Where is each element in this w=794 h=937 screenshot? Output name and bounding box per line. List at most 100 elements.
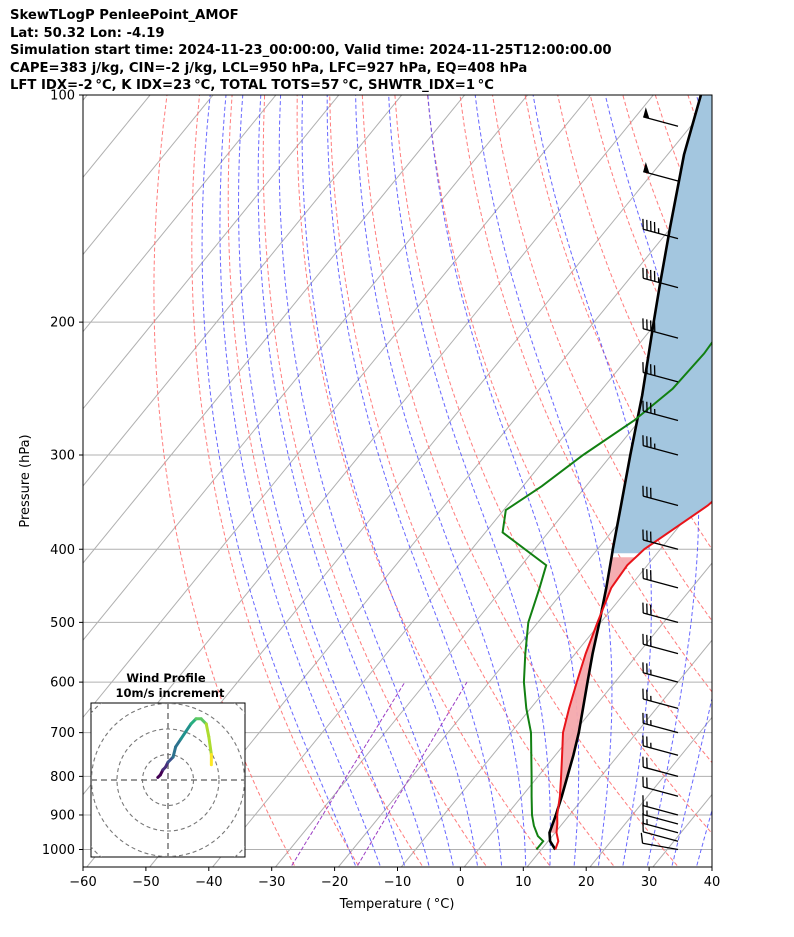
dry-adiabat [262, 95, 487, 866]
chart-axes: −60 −50 −40 −30 −20 −10 0 10 20 30 40 100 200 300 400 5… [42, 89, 720, 891]
x-tick-label: −30 [258, 875, 285, 890]
dry-adiabat [191, 95, 359, 866]
y-tick-label: 200 [50, 316, 75, 331]
dry-adiabat [720, 95, 794, 866]
moist-adiabat [219, 95, 381, 866]
y-tick-label: 400 [50, 543, 75, 558]
plot-grid [83, 60, 794, 867]
wind-barb [642, 602, 679, 624]
y-tick-label: 700 [50, 726, 75, 741]
stability-indices: LFT IDX=-2 °C, K IDX=23 °C, TOTAL TOTS=5… [10, 78, 494, 94]
hodograph-trace [184, 722, 193, 734]
hodograph-trace [174, 737, 183, 749]
dry-adiabat [153, 95, 295, 866]
moist-adiabat [388, 95, 551, 866]
dry-adiabat [786, 95, 794, 866]
moist-adiabat [278, 95, 454, 866]
moist-adiabat [427, 95, 580, 866]
wind-barb [642, 318, 679, 339]
simulation-times: Simulation start time: 2024-11-23_00:00:… [10, 43, 612, 59]
y-tick-label: 300 [50, 448, 75, 463]
dry-adiabat [426, 95, 712, 764]
isotherm-gridline [83, 95, 466, 564]
x-tick-label: −60 [69, 875, 96, 890]
wind-barb [642, 804, 679, 825]
wind-barb [642, 568, 679, 589]
wind-barb [643, 161, 679, 182]
wind-barbs [640, 107, 679, 851]
y-tick-label: 800 [50, 770, 75, 785]
wind-barb [642, 776, 679, 797]
wind-barb [642, 662, 679, 683]
moist-adiabat [355, 95, 527, 866]
wind-barb [642, 485, 679, 507]
wind-barb [642, 267, 679, 289]
wind-barb [642, 795, 679, 816]
x-tick-label: 20 [578, 875, 595, 890]
cape-shading [549, 95, 712, 833]
chart-title: SkewTLogP PenleePoint_AMOF [10, 8, 239, 23]
x-tick-label: 30 [641, 875, 658, 890]
moist-adiabat [532, 95, 652, 866]
isotherm-gridline [716, 60, 794, 867]
temperature-profile-line [554, 500, 712, 850]
wind-barb [640, 832, 679, 851]
wind-barb [642, 400, 679, 422]
y-tick-label: 1000 [42, 843, 75, 858]
y-tick-label: 600 [50, 676, 75, 691]
mixing-ratio-line [357, 681, 468, 866]
moist-adiabat [257, 95, 430, 866]
y-tick-label: 100 [50, 89, 75, 104]
dry-adiabat [227, 95, 423, 866]
isotherm-gridline [400, 485, 712, 867]
dewpoint-profile-line [501, 340, 712, 851]
wind-barb [642, 218, 679, 240]
isotherm-gridline [83, 95, 340, 410]
moist-adiabat [326, 95, 503, 866]
isotherm-gridline [83, 95, 529, 642]
chart-header: SkewTLogP PenleePoint_AMOF Lat: 50.32 Lo… [10, 7, 612, 95]
x-tick-label: −20 [321, 875, 348, 890]
wind-barb [642, 435, 679, 456]
hodograph-subtitle: 10m/s increment [116, 686, 225, 700]
isotherm-gridline [275, 330, 712, 867]
dry-adiabat [753, 95, 794, 866]
y-tick-label: 500 [50, 616, 75, 631]
wind-barb [642, 362, 679, 383]
wind-barb [642, 529, 679, 550]
isotherm-gridline [83, 95, 277, 333]
wind-barb [642, 756, 679, 778]
dry-adiabat [524, 95, 712, 551]
x-tick-label: −50 [132, 875, 159, 890]
x-axis-label: Temperature ( °C) [339, 897, 455, 912]
station-coordinates: Lat: 50.32 Lon: -4.19 [10, 25, 165, 41]
isotherm-gridline [83, 95, 214, 256]
wind-barb [642, 735, 679, 756]
wind-barb [642, 812, 679, 834]
y-axis-label: Pressure (hPa) [18, 434, 33, 527]
dry-adiabat [296, 95, 550, 866]
moist-adiabat [201, 95, 356, 866]
hodograph-trace [207, 735, 213, 756]
moist-adiabat [301, 95, 478, 866]
mixing-ratio-line [291, 681, 406, 866]
wind-barb [642, 688, 679, 709]
x-tick-label: 10 [515, 875, 532, 890]
isotherm-gridline [526, 639, 712, 867]
x-tick-label: −10 [384, 875, 411, 890]
dry-adiabat [492, 95, 712, 622]
dry-adiabat [329, 95, 614, 866]
hodograph-trace [179, 730, 188, 741]
upper-region-area [612, 95, 712, 554]
dry-adiabat [459, 95, 712, 693]
x-tick-label: 40 [704, 875, 721, 890]
wind-barb [643, 107, 679, 127]
isotherm-gridline [589, 716, 712, 867]
isotherm-gridline [83, 95, 403, 487]
sounding-lines [501, 95, 712, 851]
x-tick-label: 0 [456, 875, 464, 890]
hodograph-title: Wind Profile [126, 671, 206, 685]
y-tick-label: 900 [50, 808, 75, 823]
